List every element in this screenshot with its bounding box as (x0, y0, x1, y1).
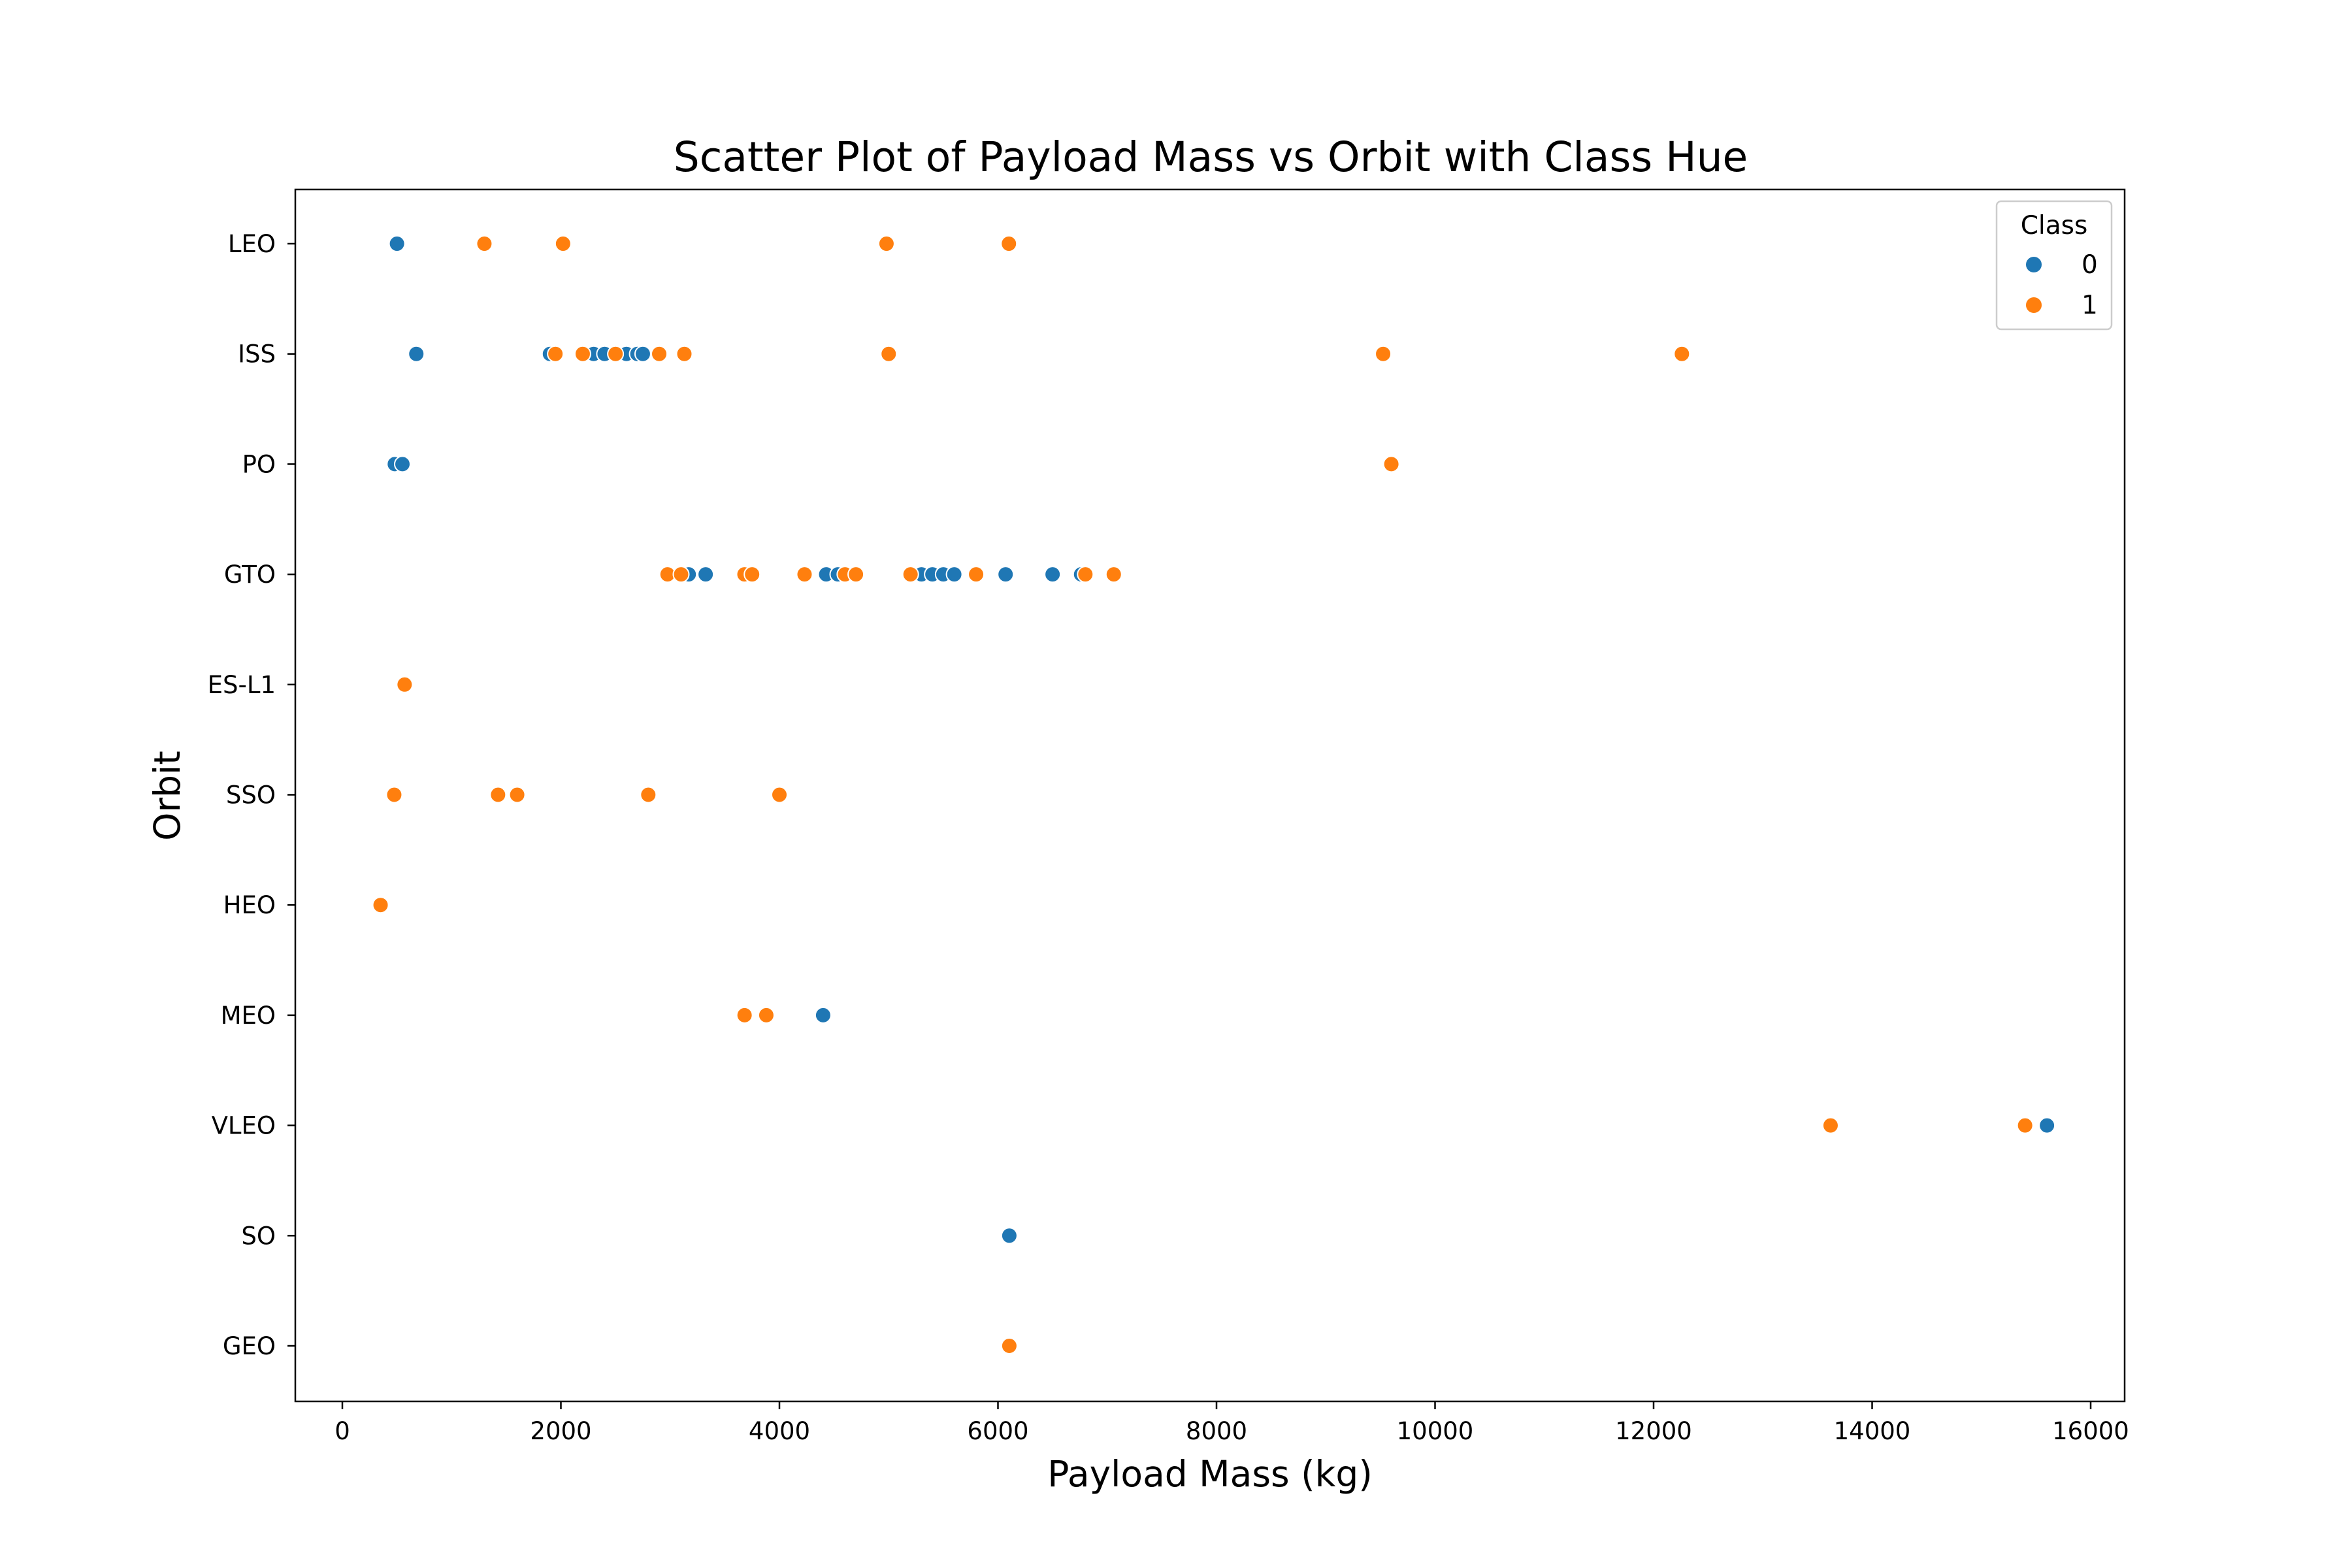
point-class-1-27 (508, 786, 526, 804)
point-class-0-19 (1044, 566, 1062, 583)
point-class-1-22 (1077, 566, 1094, 583)
legend-marker-class-0 (2025, 255, 2043, 274)
point-class-1-30 (372, 896, 389, 914)
point-class-0-23 (1000, 1227, 1018, 1245)
x-tick-label-8000: 8000 (1186, 1417, 1247, 1445)
y-tick-label-iss: ISS (238, 340, 276, 368)
y-tick-label-heo: HEO (223, 891, 276, 919)
point-class-1-28 (640, 786, 657, 804)
point-class-1-7 (651, 345, 668, 363)
legend-title: Class (2021, 211, 2088, 240)
y-tick-label-vleo: VLEO (212, 1112, 276, 1140)
x-tick-label-0: 0 (335, 1417, 350, 1445)
y-tick-label-po: PO (242, 450, 276, 478)
point-class-1-34 (2016, 1117, 2034, 1134)
point-class-0-11 (697, 566, 715, 583)
point-class-1-11 (1673, 345, 1691, 363)
point-class-1-33 (1821, 1117, 1839, 1134)
point-class-1-2 (877, 235, 895, 252)
plot-area (372, 235, 2056, 1354)
point-class-1-10 (1375, 345, 1392, 363)
point-class-0-0 (388, 235, 406, 252)
point-class-1-4 (547, 345, 564, 363)
point-class-1-23 (1105, 566, 1122, 583)
x-tick-label-2000: 2000 (530, 1417, 591, 1445)
legend-box (1995, 200, 2113, 331)
point-class-1-3 (1000, 235, 1018, 252)
point-class-1-25 (385, 786, 403, 804)
y-tick-label-gto: GTO (224, 561, 276, 589)
point-class-1-0 (476, 235, 493, 252)
point-class-0-7 (634, 345, 651, 363)
series-class-1 (372, 235, 2034, 1354)
point-class-1-16 (743, 566, 761, 583)
y-axis-label: Orbit (146, 751, 188, 841)
point-class-1-12 (1382, 455, 1400, 473)
x-axis-label: Payload Mass (kg) (1047, 1453, 1373, 1495)
point-class-1-26 (489, 786, 507, 804)
legend-label-class-0: 0 (2082, 250, 2098, 280)
point-class-0-1 (408, 345, 425, 363)
point-class-1-19 (847, 566, 865, 583)
point-class-1-17 (796, 566, 813, 583)
point-class-1-24 (396, 676, 414, 693)
legend: Class 0 1 (1995, 200, 2113, 331)
point-class-1-8 (676, 345, 693, 363)
y-axis: LEO ISS PO GTO ES-L1 SSO HEO MEO VLEO SO GEO (208, 230, 295, 1360)
point-class-1-29 (771, 786, 788, 804)
point-class-1-9 (880, 345, 898, 363)
x-tick-label-10000: 10000 (1397, 1417, 1474, 1445)
point-class-0-22 (2038, 1117, 2056, 1134)
point-class-1-1 (554, 235, 572, 252)
y-tick-label-meo: MEO (221, 1002, 276, 1030)
plot-frame (294, 188, 2126, 1403)
point-class-0-17 (945, 566, 963, 583)
y-tick-label-leo: LEO (228, 230, 276, 258)
x-axis: 0 2000 4000 6000 8000 10000 12000 14000 16000 (335, 1401, 2129, 1445)
y-tick-label-sso: SSO (226, 781, 276, 809)
point-class-0-9 (393, 455, 411, 473)
x-tick-label-6000: 6000 (967, 1417, 1028, 1445)
x-tick-label-14000: 14000 (1834, 1417, 1911, 1445)
point-class-1-31 (736, 1006, 753, 1024)
chart-title: Scatter Plot of Payload Mass vs Orbit wi… (674, 133, 1748, 181)
legend-label-class-1: 1 (2082, 291, 2098, 320)
point-class-1-35 (1000, 1337, 1018, 1354)
point-class-0-18 (997, 566, 1015, 583)
point-class-1-14 (672, 566, 690, 583)
x-tick-label-4000: 4000 (749, 1417, 810, 1445)
x-tick-label-16000: 16000 (2052, 1417, 2129, 1445)
y-tick-label-es-l1: ES-L1 (208, 671, 276, 699)
legend-marker-class-1 (2025, 296, 2043, 314)
series-class-0 (386, 235, 2056, 1245)
y-tick-label-geo: GEO (223, 1332, 276, 1360)
point-class-1-20 (902, 566, 919, 583)
point-class-1-6 (607, 345, 625, 363)
point-class-1-32 (757, 1006, 775, 1024)
x-tick-label-12000: 12000 (1615, 1417, 1692, 1445)
y-tick-label-so: SO (241, 1222, 276, 1250)
point-class-1-5 (574, 345, 591, 363)
point-class-0-21 (814, 1006, 832, 1024)
point-class-1-21 (968, 566, 985, 583)
